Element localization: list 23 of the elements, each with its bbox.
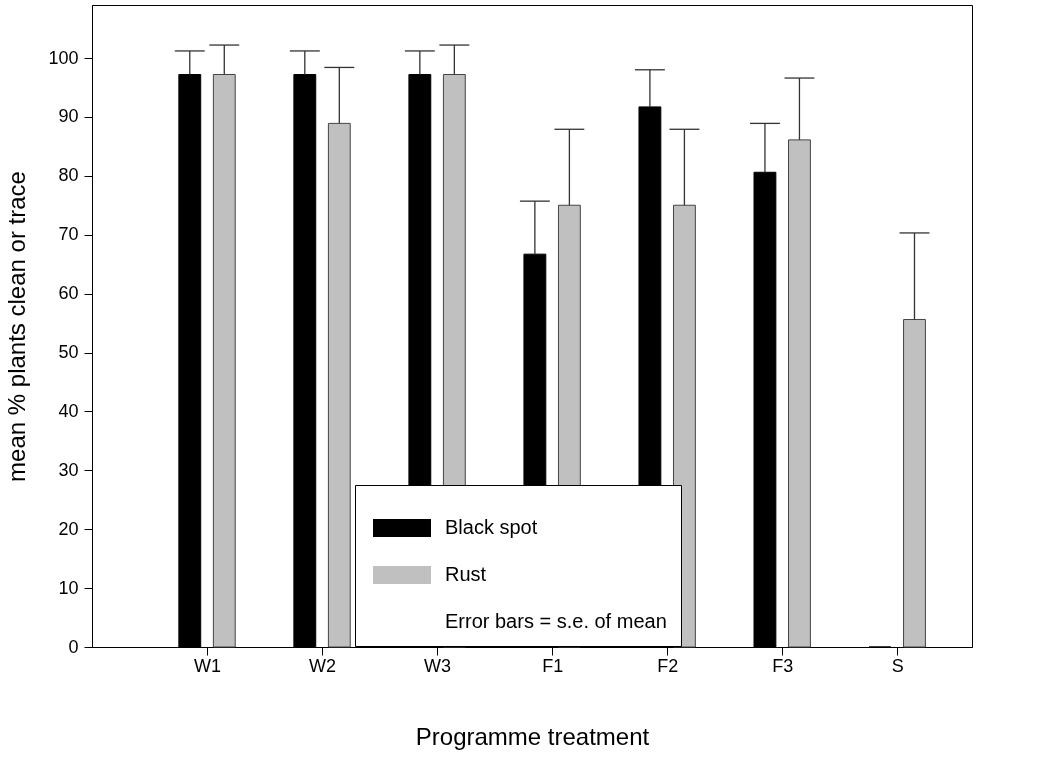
x-tick-label: W3 (424, 655, 452, 676)
x-tick-label: F3 (772, 655, 794, 676)
y-tick-label: 60 (58, 283, 79, 304)
y-tick-label: 0 (68, 636, 79, 657)
x-tick-label: S (891, 655, 904, 676)
x-tick-label: F2 (657, 655, 679, 676)
legend-label: Black spot (445, 516, 538, 538)
x-tick-label: F1 (542, 655, 564, 676)
x-tick-label: W1 (194, 655, 222, 676)
y-tick-label: 70 (58, 224, 79, 245)
y-tick-label: 90 (58, 106, 79, 127)
x-axis-title: Programme treatment (415, 722, 650, 750)
y-tick-label: 20 (58, 518, 79, 539)
x-tick-label: W2 (309, 655, 337, 676)
y-tick-label: 100 (48, 47, 79, 68)
legend-label: Rust (445, 563, 487, 585)
y-tick-label: 80 (58, 165, 79, 186)
y-tick-label: 40 (58, 400, 79, 421)
y-axis-title: mean % plants clean or trace (3, 171, 31, 482)
y-tick-label: 10 (58, 577, 79, 598)
y-tick-label: 50 (58, 342, 79, 362)
y-tick-label: 30 (58, 459, 79, 480)
annotation: Error bars = s.e. of mean (445, 610, 667, 632)
